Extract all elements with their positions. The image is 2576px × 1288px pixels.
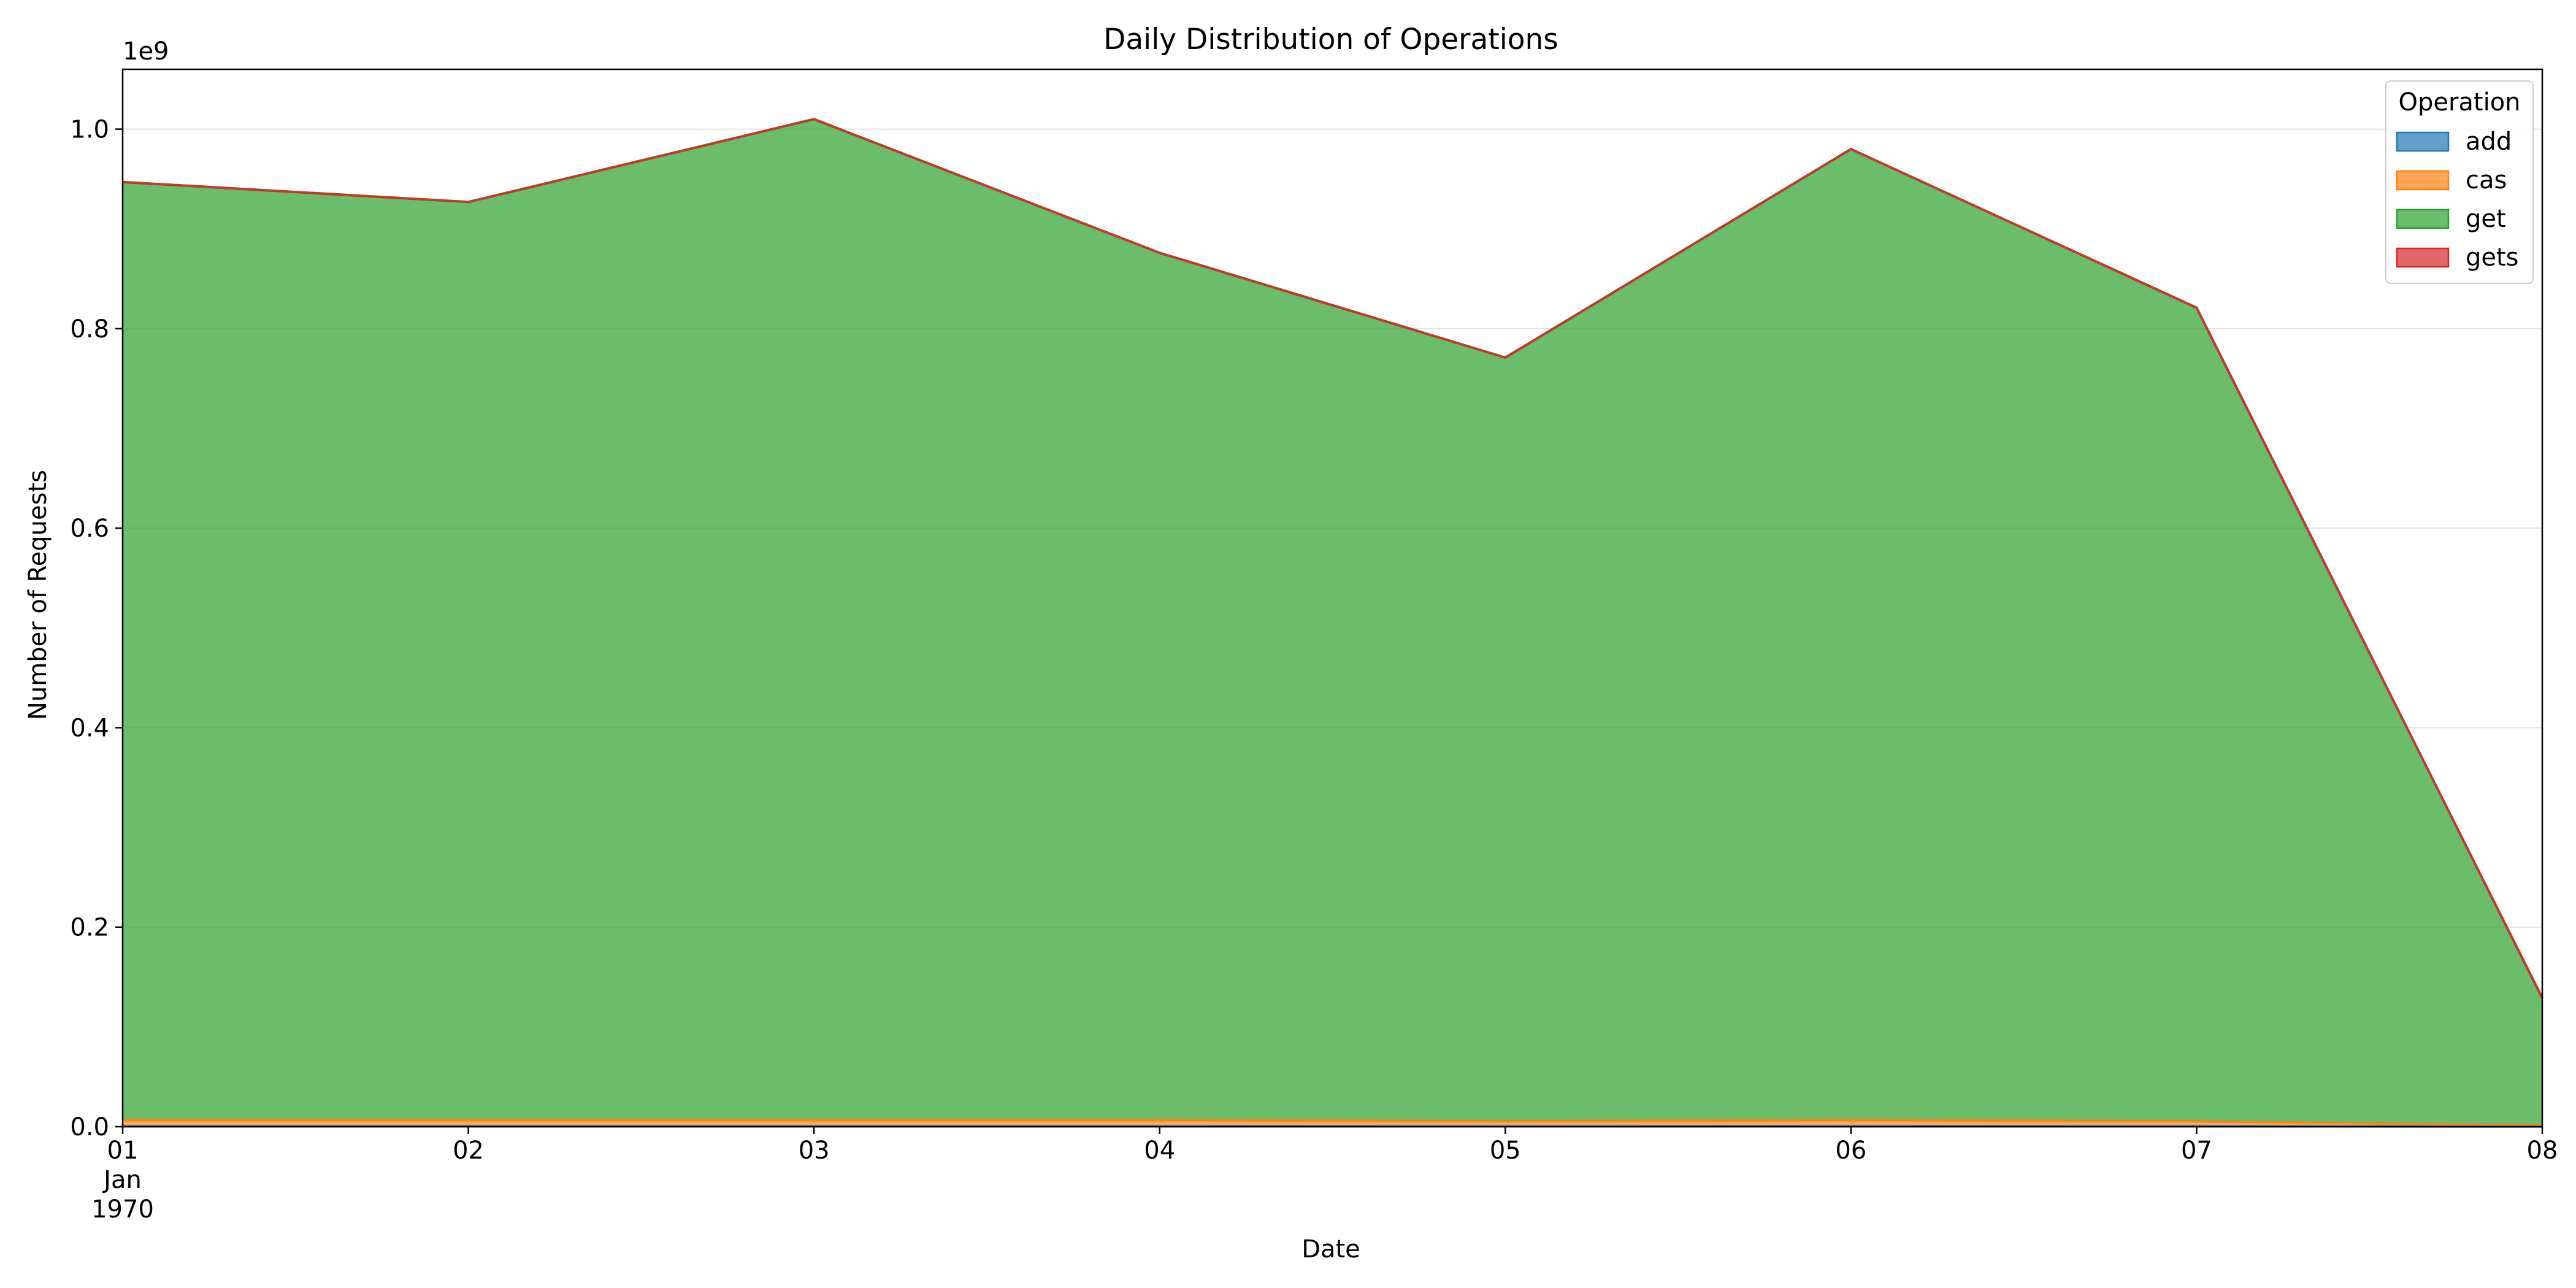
y-axis-label: Number of Requests <box>24 470 52 720</box>
legend-swatch-add <box>2396 131 2450 152</box>
y-tick-label: 0.0 <box>70 1113 109 1141</box>
x-tick-label: 04 <box>1144 1137 1175 1165</box>
x-tick-label: 06 <box>1835 1137 1866 1165</box>
y-offset-label: 1e9 <box>123 37 169 66</box>
y-tick-label: 0.8 <box>70 315 109 343</box>
y-axis: 0.0 0.2 0.4 0.6 0.8 1.0 <box>70 116 123 1141</box>
line-gets <box>122 118 2543 999</box>
legend-swatch-gets <box>2396 247 2450 268</box>
plot-frame <box>121 68 2543 1128</box>
x-tick-label: 08 <box>2527 1137 2558 1165</box>
legend-title: Operation <box>2398 88 2520 117</box>
area-get <box>123 119 2542 1126</box>
line-cas <box>123 1119 2543 1127</box>
y-tick-label: 0.6 <box>70 515 109 543</box>
x-axis: 01 Jan 1970 02 03 04 05 06 07 08 <box>91 1127 2558 1224</box>
legend-label-add: add <box>2466 128 2512 156</box>
legend-swatch-get <box>2396 209 2450 229</box>
x-axis-label: Date <box>1301 1235 1360 1263</box>
y-tick-label: 0.4 <box>70 714 109 742</box>
chart-title: Daily Distribution of Operations <box>1103 23 1558 56</box>
x-tick-label: 02 <box>453 1137 484 1165</box>
x-tick-label: 05 <box>1490 1137 1521 1165</box>
legend-label-gets: gets <box>2466 243 2519 272</box>
legend-swatch-cas <box>2396 170 2450 191</box>
x-tick-label: 07 <box>2181 1137 2212 1165</box>
x-tick-label: 01 Jan 1970 <box>91 1137 154 1224</box>
y-tick-label: 0.2 <box>70 914 109 942</box>
legend-label-get: get <box>2466 205 2506 233</box>
legend: Operation add cas get gets <box>2385 80 2534 284</box>
x-tick-label: 03 <box>799 1137 830 1165</box>
legend-label-cas: cas <box>2466 166 2507 194</box>
legend-box <box>2385 80 2534 284</box>
y-tick-label: 1.0 <box>70 116 109 144</box>
